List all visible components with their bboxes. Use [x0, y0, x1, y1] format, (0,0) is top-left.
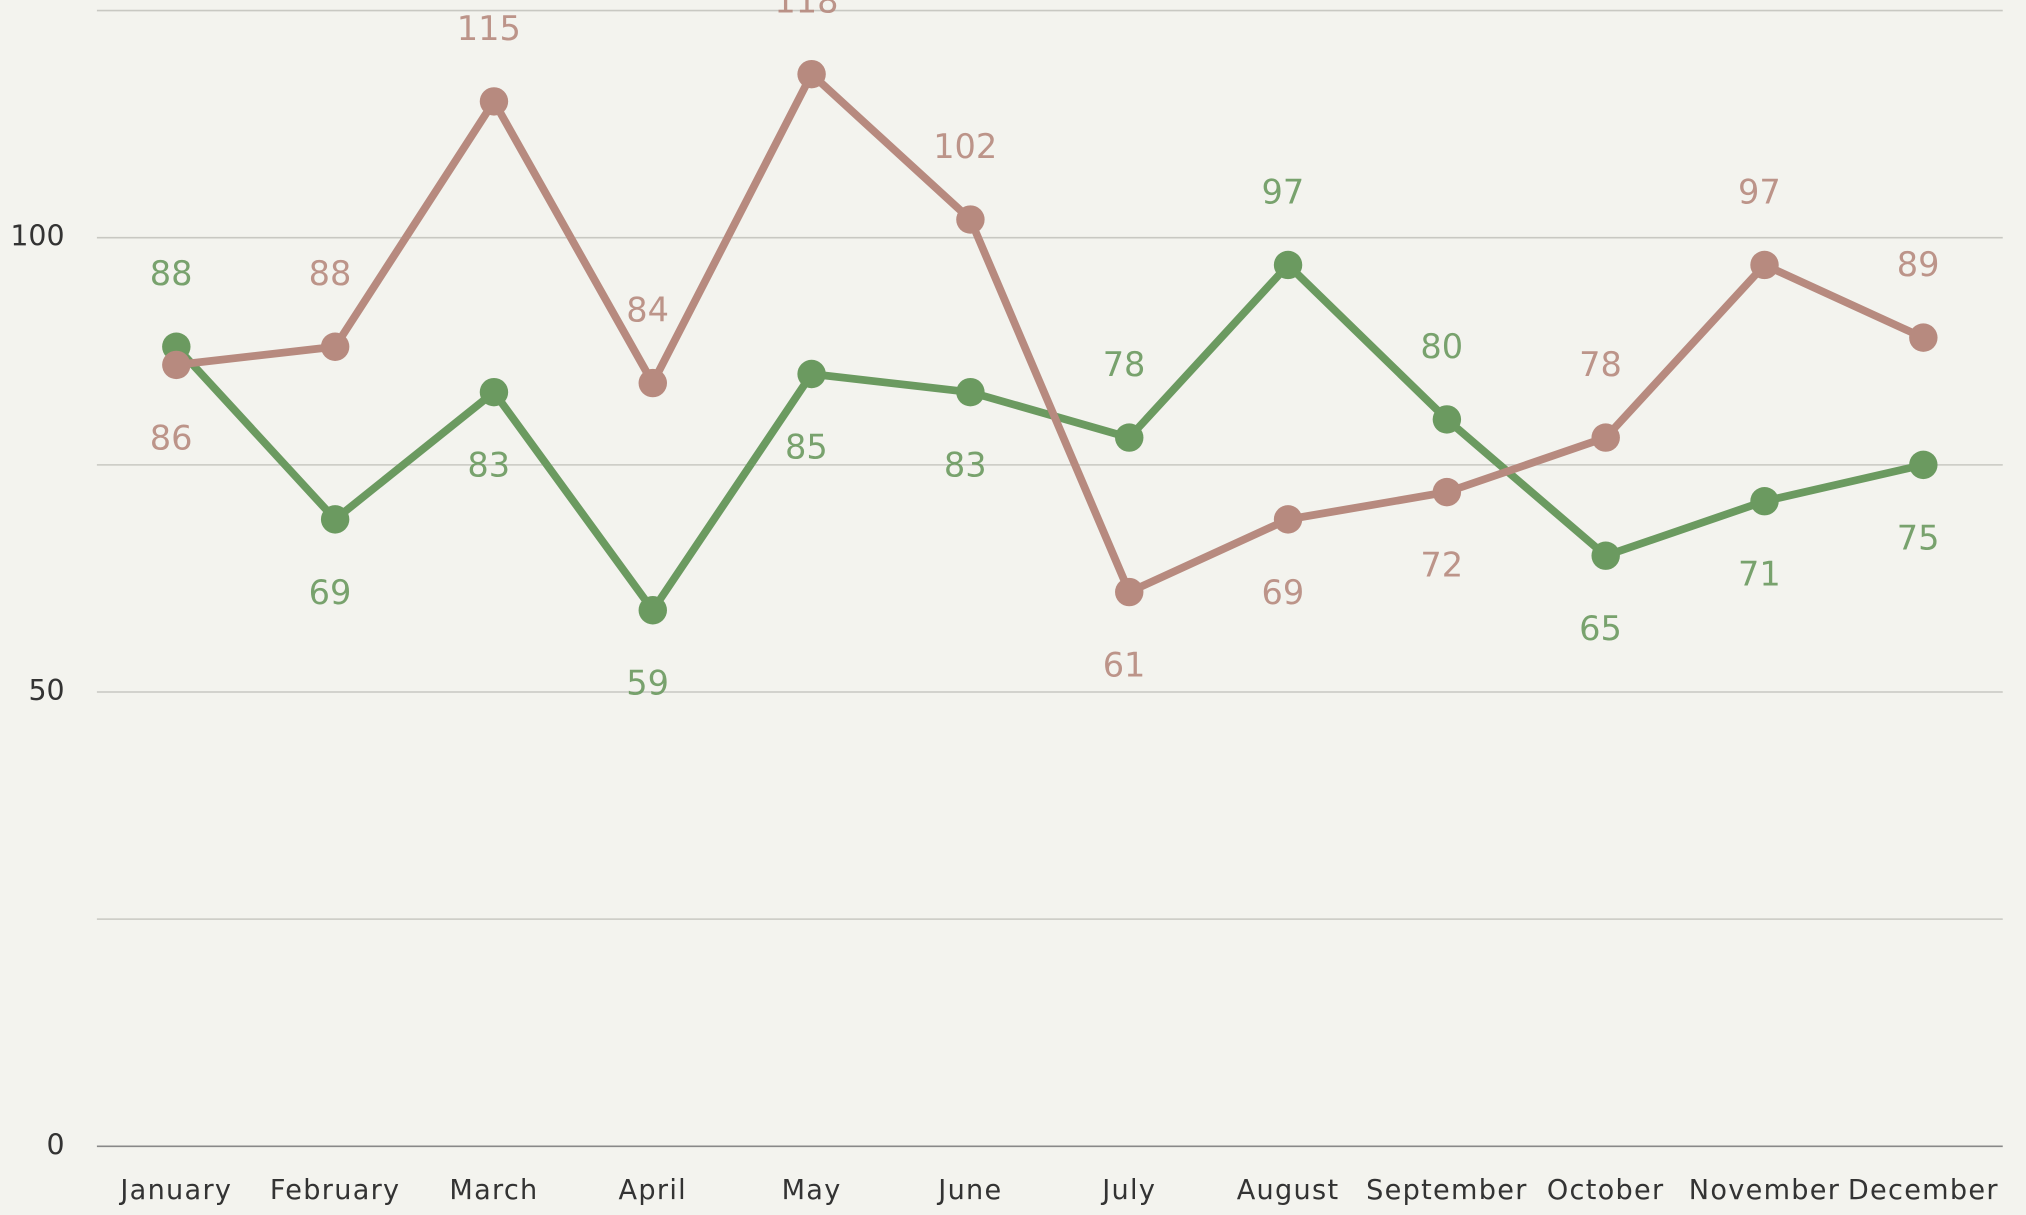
point: [638, 596, 667, 625]
data-label: 71: [1738, 555, 1781, 594]
point: [956, 205, 985, 234]
point: [162, 350, 191, 380]
point: [1273, 505, 1303, 534]
data-label: 118: [774, 0, 838, 21]
data-label: 85: [785, 427, 828, 466]
x-tick-label: January: [118, 1175, 232, 1206]
point: [479, 87, 509, 116]
data-label: 80: [1420, 327, 1463, 366]
data-label: 97: [1738, 172, 1781, 211]
data-label: 69: [309, 573, 352, 612]
point: [1909, 450, 1938, 480]
data-label: 72: [1420, 546, 1463, 585]
data-label: 69: [1262, 573, 1305, 612]
point: [1750, 250, 1779, 280]
x-tick-label: April: [619, 1175, 687, 1206]
point: [1273, 250, 1303, 280]
x-tick-label: August: [1237, 1175, 1340, 1206]
x-tick-label: May: [782, 1175, 842, 1206]
data-label: 59: [626, 664, 669, 703]
point: [1591, 423, 1620, 452]
data-label: 86: [150, 418, 193, 457]
point: [797, 59, 826, 89]
point: [479, 377, 509, 407]
x-tick-label: October: [1547, 1175, 1665, 1206]
point: [1432, 405, 1462, 434]
x-tick-label: March: [449, 1175, 538, 1206]
series-line: [175, 70, 1925, 596]
x-tick-label: July: [1100, 1175, 1156, 1206]
x-tick-label: February: [270, 1175, 401, 1206]
x-tick-label: December: [1848, 1175, 1999, 1206]
data-label: 83: [944, 446, 987, 485]
x-tick-label: September: [1366, 1175, 1528, 1206]
data-label: 102: [933, 127, 997, 166]
point: [1115, 423, 1144, 452]
x-tick-label: June: [936, 1175, 1002, 1206]
data-label: 89: [1897, 245, 1940, 284]
point: [1750, 486, 1779, 516]
point: [320, 505, 350, 534]
data-label: 65: [1579, 609, 1622, 648]
data-label: 97: [1262, 172, 1305, 211]
point: [797, 359, 826, 389]
data-label: 115: [457, 9, 521, 48]
point: [1115, 577, 1144, 607]
data-label: 78: [1103, 345, 1146, 384]
point: [1432, 477, 1462, 507]
data-label: 61: [1103, 645, 1146, 684]
point: [956, 377, 985, 407]
data-label: 78: [1579, 345, 1622, 384]
y-tick-label: 100: [10, 220, 64, 253]
data-label: 88: [309, 254, 352, 293]
x-tick-label: November: [1689, 1175, 1840, 1206]
point: [638, 368, 667, 398]
y-tick-label: 50: [28, 674, 64, 707]
data-label: 75: [1897, 518, 1940, 557]
data-label: 83: [467, 446, 510, 485]
y-tick-label: 0: [47, 1128, 65, 1161]
data-label: 84: [626, 291, 669, 330]
point: [1591, 541, 1620, 570]
data-label: 88: [150, 254, 193, 293]
point: [320, 332, 350, 361]
point: [1909, 323, 1938, 352]
